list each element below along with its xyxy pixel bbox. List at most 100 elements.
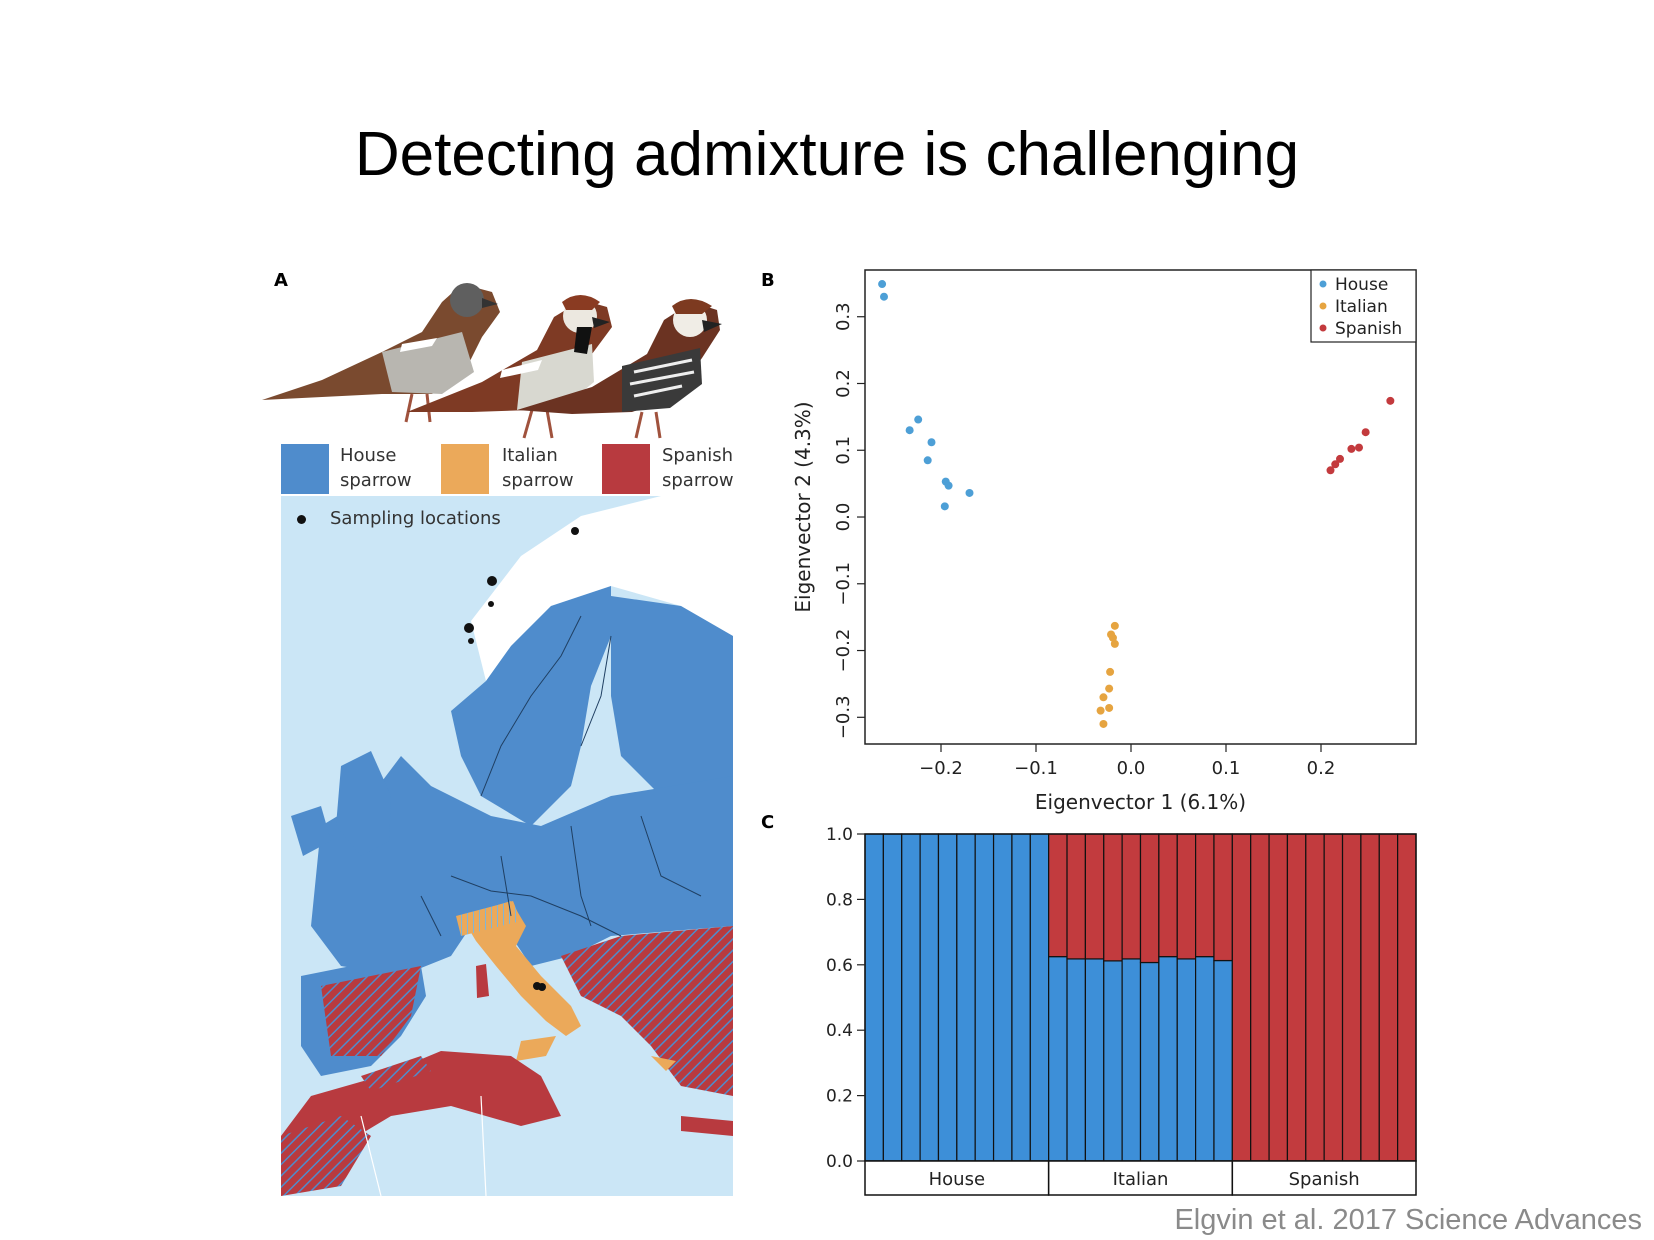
y-tick-label: 0.3: [833, 302, 854, 331]
sampling-point: [571, 527, 579, 535]
group-label-spanish: Spanish: [1289, 1169, 1360, 1190]
slide-title: Detecting admixture is challenging: [354, 120, 1300, 189]
house-sparrow-figure: [262, 283, 500, 423]
plot-frame: [864, 269, 1417, 745]
point-house: [965, 488, 974, 497]
distribution-map: Sampling locations: [281, 496, 733, 1196]
bar-segment: [919, 833, 940, 1162]
x-tick-label: −0.2: [919, 758, 963, 779]
y-tick-label: 0.8: [826, 890, 853, 910]
legend-label-spanish: Spanish sparrow: [662, 445, 734, 491]
group-label-box: [1047, 1160, 1234, 1196]
point-house: [944, 481, 953, 490]
panel-b-letter: B: [761, 270, 775, 291]
spanish-sparrow-figure: [517, 299, 722, 439]
y-tick-label: 0.1: [833, 436, 854, 465]
y-tick-label: 0.2: [833, 369, 854, 398]
legend-swatch-house: [281, 444, 329, 494]
bar-segment: [1139, 961, 1160, 1162]
point-italian: [1110, 639, 1119, 648]
bar-segment: [1158, 956, 1178, 1162]
sampling-point: [487, 576, 497, 586]
x-tick-label: 0.1: [1212, 758, 1241, 779]
point-italian: [1105, 703, 1114, 712]
bar-segment: [1084, 958, 1105, 1162]
bar-segment: [1286, 833, 1307, 1162]
bar-segment: [1011, 833, 1031, 1162]
sampling-point: [468, 638, 474, 644]
y-tick-label: −0.1: [833, 562, 854, 606]
bar-segment: [1121, 958, 1142, 1162]
point-italian: [1107, 630, 1116, 639]
point-spanish: [1386, 396, 1395, 405]
point-italian: [1106, 667, 1115, 676]
bar-segment: [1103, 833, 1123, 962]
point-house: [914, 415, 923, 424]
pca-scatter-plot: Eigenvector 1 (6.1%) Eigenvector 2 (4.3%…: [791, 269, 1417, 814]
bar-segment: [1250, 833, 1270, 1162]
group-label-box: [1231, 1160, 1417, 1196]
x-tick-label: 0.0: [1117, 758, 1146, 779]
point-italian: [1105, 684, 1114, 693]
sparrow-illustration: [262, 283, 722, 439]
point-italian: [1099, 693, 1108, 702]
bar-segment: [1103, 960, 1123, 1162]
bar-segment: [864, 833, 884, 1162]
panel-c-letter: C: [761, 812, 775, 833]
group-label-box: [864, 1160, 1050, 1196]
bar-segment: [1213, 959, 1233, 1162]
group-label-italian: Italian: [1113, 1169, 1169, 1190]
sampling-dot-icon: [297, 514, 306, 524]
admixture-bar-plot: 0.0 0.2 0.4 0.6 0.8 1.0 House Italian Spanish: [826, 825, 1417, 1196]
point-spanish: [1347, 444, 1356, 453]
point-house: [927, 438, 936, 447]
bar-segment: [1176, 958, 1197, 1162]
bar-segment: [1139, 833, 1160, 964]
y-tick-label: 0.6: [826, 956, 853, 976]
point-house: [878, 280, 887, 289]
europe-map-graphic: [281, 496, 733, 1196]
point-spanish: [1326, 466, 1335, 475]
sampling-label: Sampling locations: [330, 508, 501, 529]
legend-entry-spanish: Spanish: [1335, 319, 1402, 339]
bar-segment: [992, 833, 1013, 1162]
bar-segment: [1121, 833, 1142, 960]
x-tick-label: −0.1: [1014, 758, 1058, 779]
y-axis-label: Eigenvector 2 (4.3%): [791, 401, 815, 612]
y-tick-label: 0.0: [826, 1152, 853, 1172]
bar-segment: [1195, 833, 1215, 958]
bar-segment: [1378, 833, 1399, 1162]
legend-label-italian: Italian sparrow: [502, 445, 574, 491]
bar-segment: [1397, 833, 1417, 1162]
bar-segment: [1360, 833, 1380, 1162]
bar-segment: [956, 833, 976, 1162]
y-tick-label: −0.2: [833, 629, 854, 673]
legend-entry-italian: Italian: [1335, 297, 1388, 317]
bar-segment: [882, 833, 903, 1162]
bar-segment: [1323, 833, 1344, 1162]
y-tick-label: 0.0: [833, 503, 854, 532]
bar-segment: [1341, 833, 1362, 1162]
y-tick-label: 0.2: [826, 1087, 853, 1107]
bar-segment: [974, 833, 995, 1162]
point-italian: [1096, 706, 1105, 715]
bar-segment: [1231, 833, 1252, 1162]
citation: Elgvin et al. 2017 Science Advances: [1174, 1204, 1642, 1236]
group-label-house: House: [929, 1169, 985, 1190]
scatter-legend: [1310, 269, 1417, 343]
legend-label-house: House sparrow: [340, 445, 412, 491]
sampling-point: [538, 983, 546, 991]
y-tick-label: −0.3: [833, 695, 854, 739]
bar-segment: [1305, 833, 1325, 1162]
y-tick-label: 1.0: [826, 825, 853, 845]
point-spanish: [1336, 454, 1344, 463]
point-spanish: [1361, 428, 1370, 437]
bar-segment: [1268, 833, 1289, 1162]
bar-segment: [1066, 958, 1086, 1162]
legend-swatch-spanish: [602, 444, 650, 494]
sampling-point: [464, 623, 474, 633]
legend-swatch-italian: [441, 444, 489, 494]
point-house: [905, 426, 914, 435]
bar-segment: [1195, 956, 1215, 1162]
x-axis-label: Eigenvector 1 (6.1%): [1035, 790, 1246, 814]
